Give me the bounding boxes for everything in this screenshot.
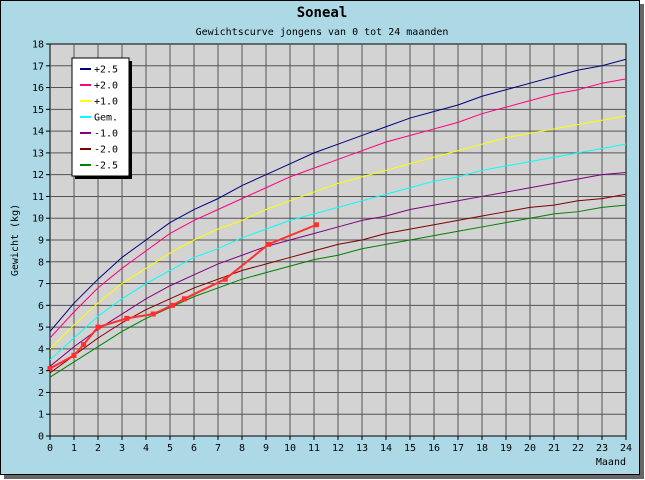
- series-line--2.0: [49, 193, 627, 374]
- x-tick-label: 13: [356, 443, 368, 454]
- x-tick-label: 15: [404, 443, 416, 454]
- y-tick-label: 11: [32, 192, 44, 203]
- x-tick-label: 11: [308, 443, 320, 454]
- x-tick-label: 16: [428, 443, 440, 454]
- x-tick-label: 9: [263, 443, 269, 454]
- y-tick-label: 15: [32, 105, 44, 116]
- y-tick-label: 2: [38, 388, 44, 399]
- y-tick-label: 8: [38, 257, 44, 268]
- x-tick-label: 6: [191, 443, 197, 454]
- legend-label: +2.5: [94, 65, 118, 76]
- measurement-point: [150, 311, 156, 317]
- series-line-+1.0: [49, 115, 627, 350]
- legend-label: Gem.: [94, 113, 118, 124]
- legend-label: +2.0: [94, 81, 118, 92]
- x-tick-label: 14: [380, 443, 392, 454]
- y-tick-label: 4: [38, 344, 44, 355]
- reference-curves: [49, 58, 627, 378]
- y-tick-label: 5: [38, 323, 44, 334]
- y-tick-label: 0: [38, 432, 44, 443]
- x-tick-label: 4: [143, 443, 149, 454]
- chart-title: Soneal: [297, 5, 348, 21]
- y-tick-label: 14: [32, 127, 44, 138]
- y-tick-label: 6: [38, 301, 44, 312]
- y-tick-label: 3: [38, 366, 44, 377]
- x-tick-label: 18: [476, 443, 488, 454]
- y-tick-label: 17: [32, 61, 44, 72]
- measurement-point: [47, 365, 53, 371]
- legend-label: -2.5: [94, 161, 118, 172]
- measurement-point: [313, 222, 319, 228]
- x-axis-label: Maand: [596, 457, 626, 468]
- x-tick-label: 20: [524, 443, 536, 454]
- x-tick-label: 19: [500, 443, 512, 454]
- measurement-point: [169, 302, 175, 308]
- measurements: [47, 222, 319, 371]
- x-tick-label: 0: [47, 443, 53, 454]
- y-tick-label: 12: [32, 170, 44, 181]
- legend: +2.5 +2.0 +1.0 Gem. -1.0 -2.0 -2.5: [71, 57, 132, 179]
- x-tick-label: 10: [284, 443, 296, 454]
- x-tick-label: 22: [572, 443, 584, 454]
- series-line--1.0: [49, 171, 627, 367]
- y-tick-label: 13: [32, 148, 44, 159]
- x-tick-label: 21: [548, 443, 560, 454]
- series-line--2.5: [49, 204, 627, 378]
- x-tick-label: 5: [167, 443, 173, 454]
- x-tick-label: 8: [239, 443, 245, 454]
- measurement-point: [181, 296, 187, 302]
- x-tick-label: 23: [596, 443, 608, 454]
- x-tick-label: 24: [620, 443, 632, 454]
- x-tick-label: 3: [119, 443, 125, 454]
- x-tick-label: 2: [95, 443, 101, 454]
- x-tick-label: 12: [332, 443, 344, 454]
- series-line-+2.5: [49, 58, 627, 332]
- x-tick-label: 17: [452, 443, 464, 454]
- chart-subtitle: Gewichtscurve jongens van 0 tot 24 maand…: [196, 27, 449, 38]
- measurement-point: [265, 241, 271, 247]
- y-tick-label: 18: [32, 40, 44, 51]
- y-tick-label: 16: [32, 83, 44, 94]
- measurement-point: [71, 352, 77, 358]
- y-tick-label: 1: [38, 410, 44, 421]
- y-axis-label: Gewicht (kg): [10, 204, 21, 276]
- x-axis-ticks: 0 1 2 3 4 5 6 7 8 9 10 11 12 13 14 15 16 17 18 19 20 21 22 23 24: [47, 436, 632, 454]
- measurement-point: [124, 315, 130, 321]
- y-tick-label: 10: [32, 214, 44, 225]
- measurement-point: [95, 324, 101, 330]
- legend-label: -2.0: [94, 145, 118, 156]
- y-tick-label: 9: [38, 236, 44, 247]
- series-line-+2.0: [49, 78, 627, 339]
- measurement-point: [222, 276, 228, 282]
- legend-label: +1.0: [94, 97, 118, 108]
- y-tick-label: 7: [38, 279, 44, 290]
- x-tick-label: 1: [71, 443, 77, 454]
- series-line-Gem.: [49, 143, 627, 361]
- legend-label: -1.0: [94, 129, 118, 140]
- x-tick-label: 7: [215, 443, 221, 454]
- measurement-point: [81, 342, 87, 348]
